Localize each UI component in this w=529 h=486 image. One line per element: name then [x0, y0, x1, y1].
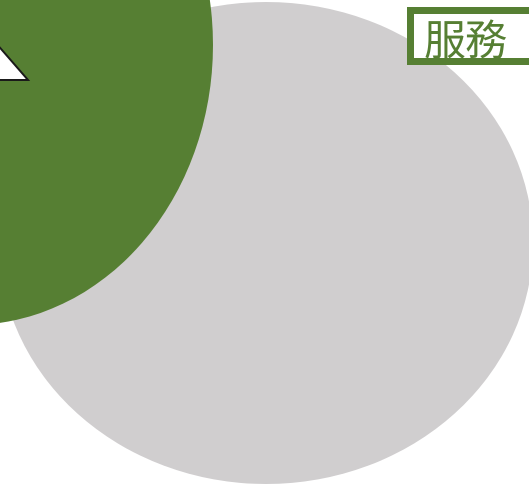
white-triangle-arrow: [0, 46, 31, 81]
label-box: 服務: [407, 7, 529, 65]
label-text: 服務: [424, 16, 507, 65]
green-circle: [0, 0, 213, 323]
